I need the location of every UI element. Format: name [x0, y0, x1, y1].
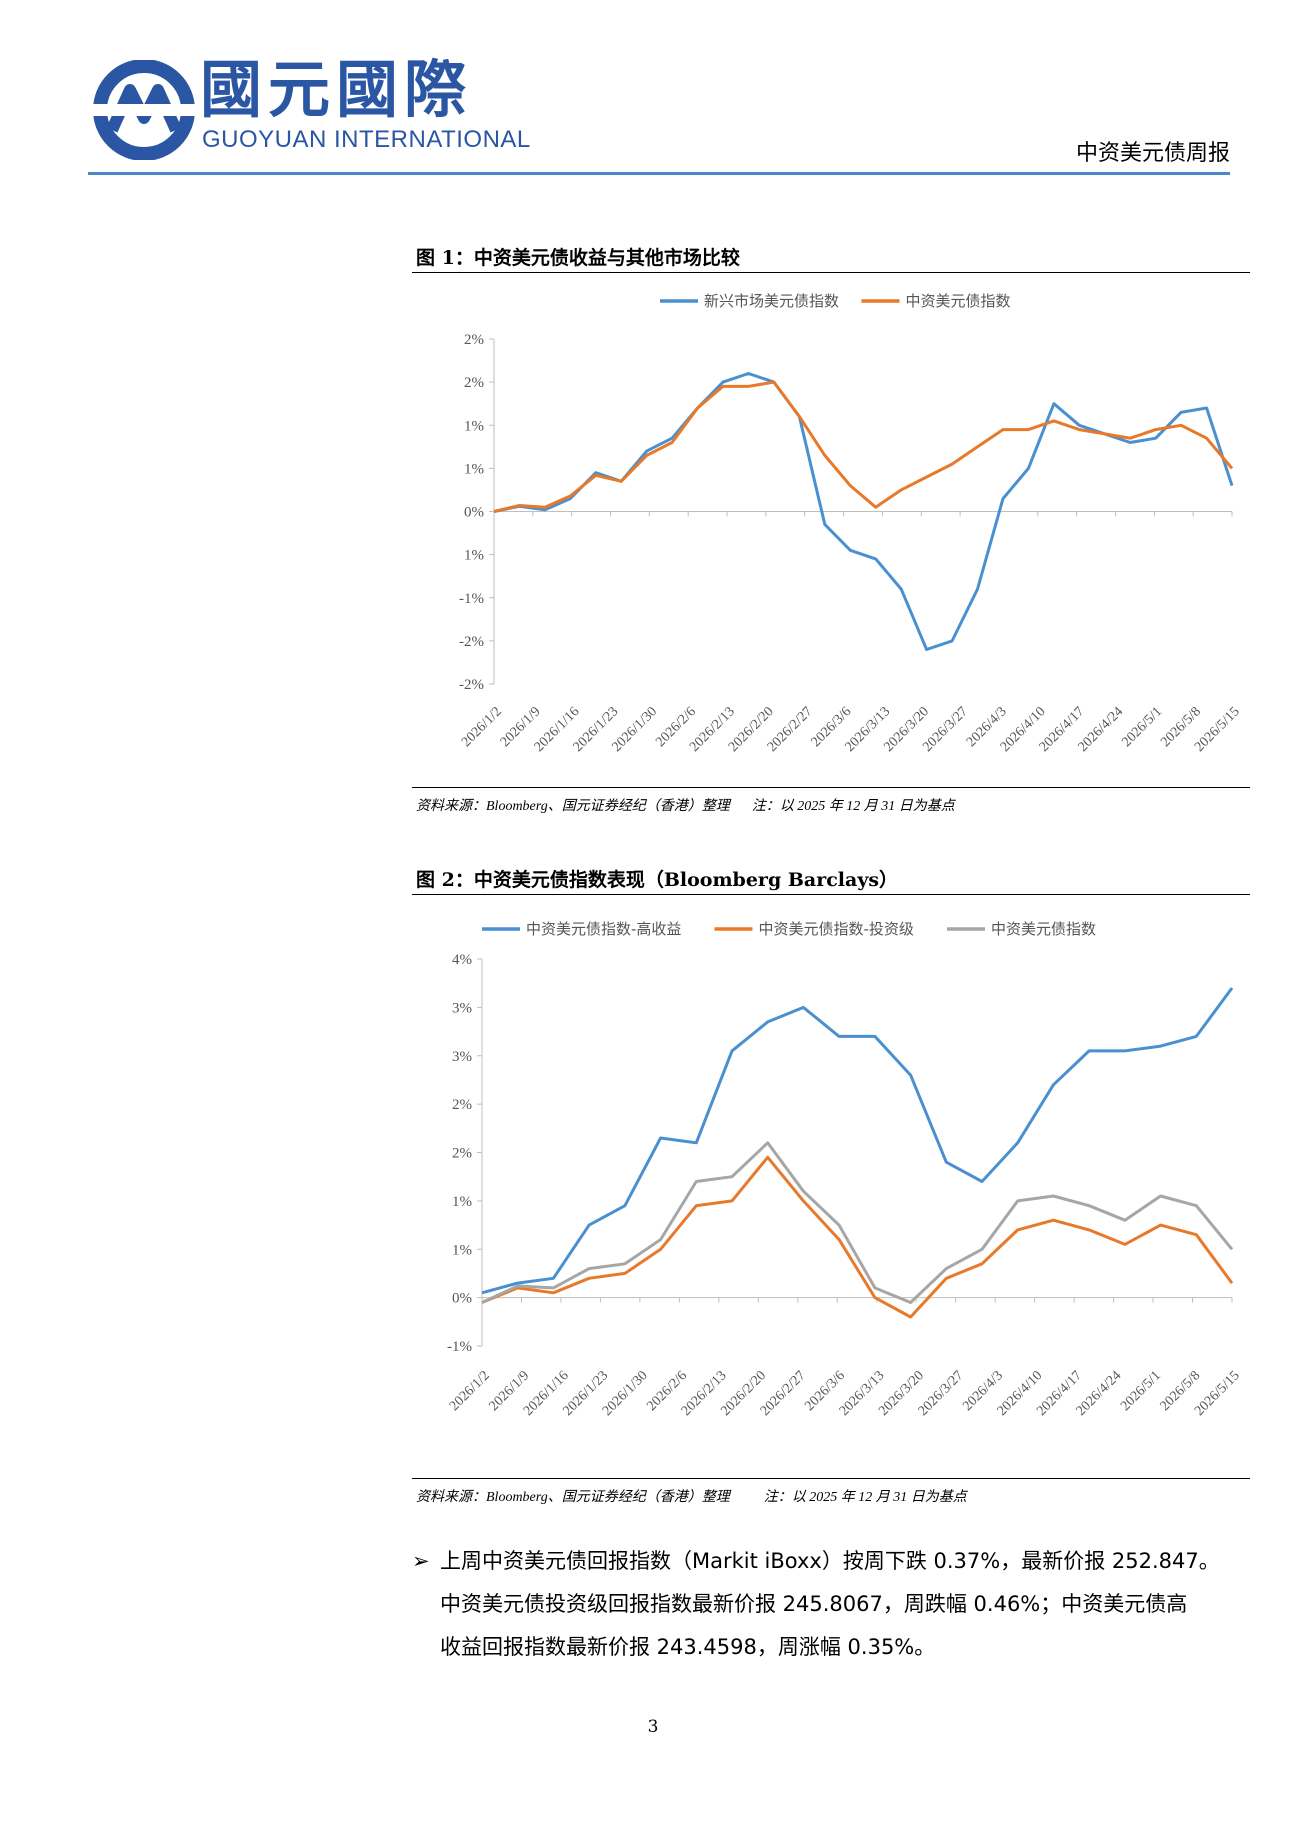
logo-english-name: GUOYUAN INTERNATIONAL — [202, 126, 531, 153]
page-number: 3 — [647, 1717, 659, 1737]
figure1-ytick-label: 1% — [464, 418, 484, 434]
summary-line-3: 收益回报指数最新价报 243.4598，周涨幅 0.35%。 — [440, 1635, 936, 1659]
figure2-ytick-label: -1% — [447, 1339, 472, 1355]
guoyuan-logo — [92, 60, 202, 160]
figure2-ytick-label: 1% — [452, 1242, 472, 1258]
figure1-source-text: 资料来源：Bloomberg、国元证券经纪（香港）整理 — [416, 799, 730, 814]
figure2-legend-label-1: 中资美元债指数-投资级 — [759, 920, 914, 938]
figure1-ytick-label: 1% — [464, 548, 484, 564]
figure1-legend-label-0: 新兴市场美元债指数 — [704, 292, 839, 310]
figure1-chart: 新兴市场美元债指数 中资美元债指数 2% 2% 1% 1% 0% 1% -1% -2% -2% 202… — [459, 292, 1243, 755]
figure1-xtick-label: 2026/1/2 — [459, 704, 505, 750]
figure2-source: 资料来源：Bloomberg、国元证券经纪（香港）整理 注：以 2025 年 12… — [416, 1486, 967, 1506]
figure2-xtick-label: 2026/1/2 — [447, 1368, 493, 1414]
figure1-note: 注：以 2025 年 12 月 31 日为基点 — [751, 799, 955, 814]
figure1-legend-label-1: 中资美元债指数 — [906, 292, 1011, 310]
figure2-ytick-label: 2% — [452, 1146, 472, 1162]
figure1-title: 图 1：中资美元债收益与其他市场比较 — [416, 247, 740, 269]
figure1-ytick-label: 0% — [464, 505, 484, 521]
header-divider — [88, 172, 1230, 175]
figure2-legend-label-2: 中资美元债指数 — [991, 920, 1096, 938]
figure1-ytick-label: 2% — [464, 375, 484, 391]
figure1-ytick-label: -2% — [459, 677, 484, 693]
figure2-legend-label-0: 中资美元债指数-高收益 — [526, 920, 681, 938]
figure2-ytick-label: 1% — [452, 1194, 472, 1210]
bullet-arrow-icon: ➢ — [412, 1549, 430, 1573]
figure2-ytick-label: 3% — [452, 1000, 472, 1016]
figure1-top-rule — [412, 272, 1250, 273]
figure2-ytick-label: 3% — [452, 1049, 472, 1065]
figure2-ytick-label: 0% — [452, 1291, 472, 1307]
figure2-title: 图 2：中资美元债指数表现（Bloomberg Barclays） — [416, 869, 899, 891]
summary-line-2: 中资美元债投资级回报指数最新价报 245.8067，周跌幅 0.46%；中资美元… — [440, 1592, 1188, 1616]
figure1-ytick-label: 1% — [464, 461, 484, 477]
summary-line-1: 上周中资美元债回报指数（Markit iBoxx）按周下跌 0.37%，最新价报… — [440, 1549, 1220, 1573]
figure1-ytick-label: 2% — [464, 332, 484, 348]
figure2-ytick-label: 2% — [452, 1097, 472, 1113]
logo-chinese-name: 國元國際 — [200, 53, 473, 126]
figure1-ytick-label: -2% — [459, 634, 484, 650]
figure2-ytick-label: 4% — [452, 952, 472, 968]
figure1-source: 资料来源：Bloomberg、国元证券经纪（香港）整理 注：以 2025 年 12… — [416, 795, 955, 815]
figure2-note: 注：以 2025 年 12 月 31 日为基点 — [763, 1490, 967, 1505]
figure2-xtick-label: 2026/5/1 — [1118, 1368, 1164, 1414]
figure2-series-line-0 — [481, 987, 1234, 1295]
figure2-series-line-2 — [481, 1141, 1234, 1304]
report-name: 中资美元债周报 — [1075, 141, 1230, 166]
figure1-series-line-1 — [493, 380, 1234, 513]
figure2-top-rule — [412, 894, 1250, 895]
figure2-source-text: 资料来源：Bloomberg、国元证券经纪（香港）整理 — [416, 1490, 730, 1505]
figure2-series-line-1 — [481, 1155, 1234, 1319]
figure2-chart: 中资美元债指数-高收益 中资美元债指数-投资级 中资美元债指数 4% 3% 3% 2% 2% 1… — [447, 920, 1243, 1419]
figure1-ytick-label: -1% — [459, 591, 484, 607]
figure1-bottom-rule — [412, 787, 1250, 788]
summary-paragraph: ➢ 上周中资美元债回报指数（Markit iBoxx）按周下跌 0.37%，最新… — [412, 1540, 1252, 1669]
figure2-bottom-rule — [412, 1478, 1250, 1479]
figure1-xtick-label: 2026/5/1 — [1119, 704, 1165, 750]
